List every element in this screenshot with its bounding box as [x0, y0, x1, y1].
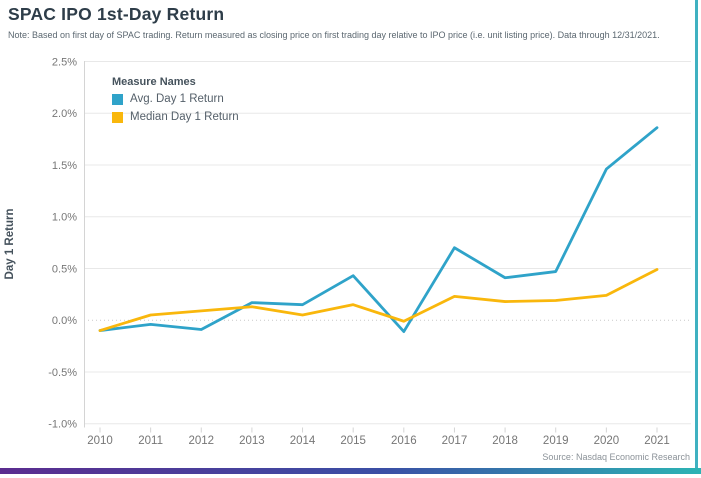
- chart-note: Note: Based on first day of SPAC trading…: [8, 30, 660, 40]
- svg-text:2020: 2020: [594, 435, 620, 447]
- legend-item-label: Median Day 1 Return: [130, 111, 239, 123]
- legend-item-median[interactable]: Median Day 1 Return: [112, 111, 239, 123]
- legend-item-label: Avg. Day 1 Return: [130, 93, 224, 105]
- svg-text:2013: 2013: [239, 435, 265, 447]
- svg-text:2.5%: 2.5%: [52, 56, 77, 68]
- svg-text:2012: 2012: [188, 435, 214, 447]
- svg-text:2019: 2019: [543, 435, 569, 447]
- y-axis-title: Day 1 Return: [4, 208, 16, 280]
- legend-item-avg[interactable]: Avg. Day 1 Return: [112, 93, 239, 105]
- svg-text:0.0%: 0.0%: [52, 315, 77, 327]
- svg-text:2021: 2021: [644, 435, 670, 447]
- right-accent-border: [695, 0, 698, 468]
- svg-text:-0.5%: -0.5%: [48, 367, 77, 379]
- legend: Measure Names Avg. Day 1 Return Median D…: [112, 76, 239, 129]
- legend-title: Measure Names: [112, 76, 196, 88]
- svg-text:2016: 2016: [391, 435, 417, 447]
- median-series-swatch-icon: [112, 111, 123, 123]
- svg-text:0.5%: 0.5%: [52, 263, 77, 275]
- chart-title: SPAC IPO 1st-Day Return: [8, 4, 225, 24]
- svg-text:2018: 2018: [492, 435, 518, 447]
- svg-text:1.5%: 1.5%: [52, 160, 77, 172]
- bottom-gradient-bar: [0, 468, 701, 474]
- svg-text:2015: 2015: [340, 435, 366, 447]
- svg-text:1.0%: 1.0%: [52, 212, 77, 224]
- avg-series-swatch-icon: [112, 93, 123, 105]
- svg-text:2017: 2017: [442, 435, 468, 447]
- source-credit: Source: Nasdaq Economic Research: [542, 452, 690, 462]
- svg-text:2011: 2011: [138, 435, 163, 447]
- svg-text:-1.0%: -1.0%: [48, 419, 77, 431]
- svg-text:2010: 2010: [87, 435, 113, 447]
- svg-text:2.0%: 2.0%: [52, 108, 77, 120]
- svg-text:2014: 2014: [290, 435, 316, 447]
